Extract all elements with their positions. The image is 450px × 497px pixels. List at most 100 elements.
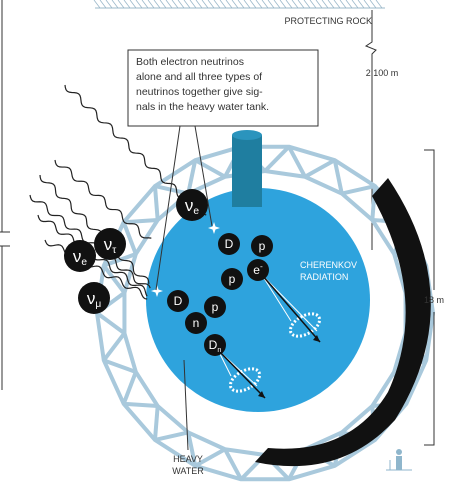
geo-strut — [123, 401, 158, 408]
hatch-line — [183, 0, 191, 9]
particle — [218, 233, 240, 255]
cherenkov-label: RADIATION — [300, 272, 348, 282]
interaction-flash — [208, 222, 220, 234]
geo-strut — [102, 331, 127, 362]
geo-strut — [102, 264, 127, 295]
hatch-line — [339, 0, 347, 9]
particle-sup: - — [260, 261, 263, 271]
hatch-line — [273, 0, 281, 9]
geo-strut — [223, 448, 243, 481]
hatch-line — [297, 0, 305, 9]
particle-label: Dn — [209, 338, 222, 354]
callout-line: alone and all three types of — [136, 71, 262, 83]
geo-strut — [304, 158, 336, 179]
hatch-line — [111, 0, 119, 9]
geo-strut — [194, 447, 226, 468]
neutrino-wave — [44, 239, 148, 300]
callout-box — [127, 49, 319, 127]
hatch-line — [315, 0, 323, 9]
callout-line: neutrinos together give sig- — [136, 86, 263, 98]
hatch-line — [243, 0, 251, 9]
hatch-line — [129, 0, 137, 9]
track — [217, 349, 266, 399]
geo-strut — [186, 159, 198, 194]
geo-strut — [194, 158, 226, 179]
particle — [185, 312, 207, 334]
geo-strut — [123, 218, 158, 225]
hatch-line — [309, 0, 317, 9]
height-bracket — [424, 149, 435, 446]
heavy-water-label: WATER — [172, 466, 204, 476]
particle — [221, 268, 243, 290]
particle-sub: e — [193, 206, 199, 217]
hatch-line — [279, 0, 287, 9]
person-icon — [386, 449, 412, 471]
particle — [176, 189, 208, 221]
callout-pointer — [155, 125, 181, 291]
particle — [251, 235, 273, 257]
neutrino-wave — [54, 159, 152, 239]
geo-strut — [186, 432, 198, 467]
hatch-line — [363, 0, 371, 9]
geo-strut — [332, 159, 344, 194]
geo-strut — [341, 184, 376, 196]
hatch-line — [135, 0, 143, 9]
neutrino-wave — [39, 174, 150, 284]
particle-symbol: ν — [104, 235, 113, 254]
hatch-line — [213, 0, 221, 9]
geo-strut — [370, 185, 378, 221]
particle — [78, 282, 110, 314]
particle-sub: n — [217, 345, 221, 354]
hatch-line — [369, 0, 377, 9]
callout-line: nals in the heavy water tank. — [136, 101, 269, 113]
particle-symbol: ν — [185, 196, 194, 215]
hatch-line — [375, 0, 383, 9]
particle-label: p — [259, 239, 266, 253]
hatch-line — [177, 0, 185, 9]
particle-sub: τ — [112, 245, 116, 256]
particle-label: νμ — [87, 289, 102, 310]
particle — [247, 259, 269, 281]
geo-strut — [121, 221, 138, 255]
hatch-line — [219, 0, 227, 9]
height-label: 18 m — [424, 295, 444, 305]
particle — [94, 228, 126, 260]
particle-symbol: D — [174, 294, 183, 308]
hatch-line — [99, 0, 107, 9]
neutrino-wave — [29, 194, 151, 289]
hatch-line — [195, 0, 203, 9]
hatch-line — [345, 0, 353, 9]
heavy-water-tank — [146, 188, 370, 412]
particle-symbol: e — [253, 263, 260, 277]
particle — [204, 334, 226, 356]
hatch-line — [321, 0, 329, 9]
geo-strut — [121, 371, 138, 405]
hatch-line — [231, 0, 239, 9]
hatch-line — [165, 0, 173, 9]
particle-symbol: p — [212, 300, 219, 314]
particle-symbol: n — [193, 316, 200, 330]
arrow — [258, 391, 265, 398]
particle — [204, 296, 226, 318]
depth-label: 2 100 m — [366, 68, 399, 78]
dark-crescent — [255, 178, 431, 467]
particle-label: νe — [185, 196, 200, 217]
particle-label: n — [193, 316, 200, 330]
hatch-line — [249, 0, 257, 9]
hatch-line — [147, 0, 155, 9]
hatch-line — [141, 0, 149, 9]
hatch-line — [201, 0, 209, 9]
hatch-line — [237, 0, 245, 9]
neck-top — [232, 130, 262, 140]
hatch-line — [105, 0, 113, 9]
heavy-water-label: HEAVY — [173, 454, 203, 464]
hatch-line — [189, 0, 197, 9]
geo-strut — [95, 311, 126, 335]
cherenkov-cone — [261, 274, 318, 332]
hatch-line — [159, 0, 167, 9]
particle-label: p — [229, 272, 236, 286]
interaction-flash — [151, 285, 163, 297]
particle-label: D — [225, 237, 234, 251]
